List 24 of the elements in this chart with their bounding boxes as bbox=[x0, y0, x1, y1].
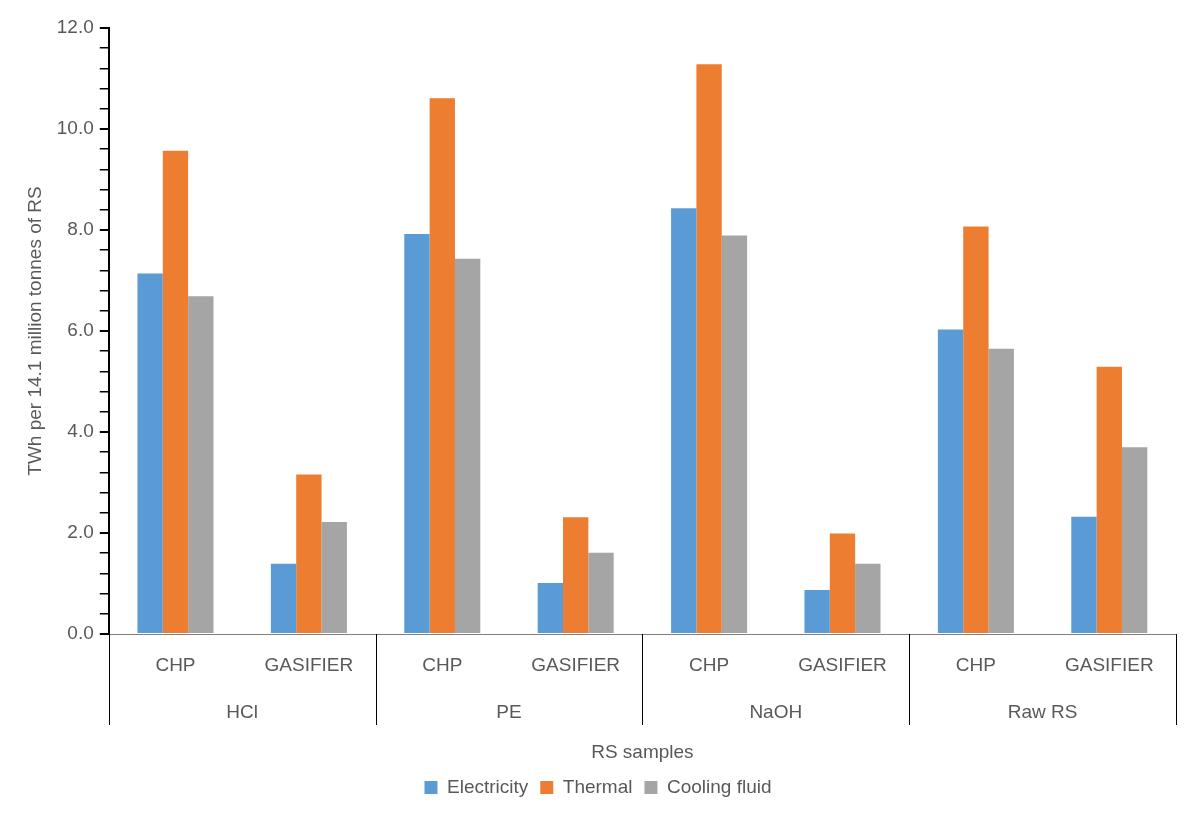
x-tick-label: CHP bbox=[955, 654, 996, 676]
y-tick-label: 0.0 bbox=[67, 622, 94, 644]
text: NaOH bbox=[749, 701, 803, 723]
y-tick-label: 4.0 bbox=[67, 420, 94, 442]
y-tick-label: 8.0 bbox=[67, 218, 94, 240]
y-axis-title: TWh per 14.1 million tonnes of RS bbox=[23, 186, 45, 476]
x-axis-title: RS samples bbox=[591, 740, 694, 762]
x-tick-label: GASIFIER bbox=[1064, 654, 1154, 676]
y-tick-label: 10.0 bbox=[56, 117, 94, 139]
y-tick-label: 12.0 bbox=[56, 16, 94, 38]
legend-label: Cooling fluid bbox=[666, 775, 772, 797]
x-tick-label: CHP bbox=[155, 654, 196, 676]
legend-label: Thermal bbox=[562, 775, 633, 797]
text: Raw RS bbox=[1007, 701, 1078, 723]
legend-label: Electricity bbox=[446, 775, 529, 797]
x-tick-label: GASIFIER bbox=[264, 654, 354, 676]
x-tick-label: CHP bbox=[689, 654, 730, 676]
y-tick-label: 2.0 bbox=[67, 521, 94, 543]
x-tick-label: CHP bbox=[422, 654, 463, 676]
y-tick-label: 6.0 bbox=[67, 319, 94, 341]
text: HCl bbox=[226, 701, 259, 723]
x-tick-label: GASIFIER bbox=[531, 654, 621, 676]
x-tick-label: GASIFIER bbox=[798, 654, 887, 676]
text: PE bbox=[496, 701, 522, 723]
